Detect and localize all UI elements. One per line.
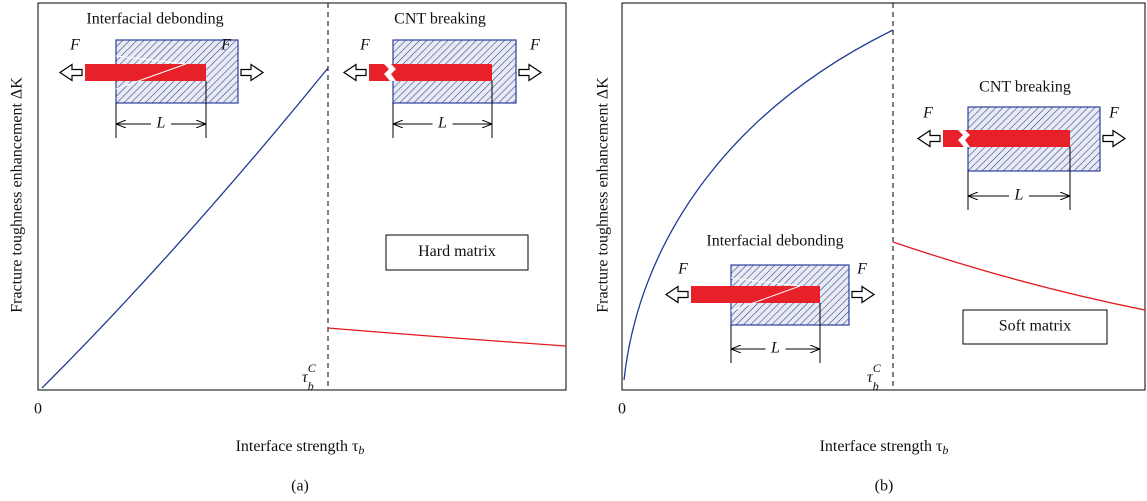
panel-label: (a) xyxy=(291,478,309,495)
force-arrow xyxy=(344,65,366,81)
breaking-curve xyxy=(328,328,566,346)
panel-label: (b) xyxy=(875,478,894,495)
x-axis-label: Interface strength τb xyxy=(820,438,949,457)
inset-title: Interfacial debonding xyxy=(86,11,223,28)
length-label: L xyxy=(156,115,166,132)
force-label: F xyxy=(677,261,688,278)
force-label: F xyxy=(1108,105,1119,122)
threshold-sup: C xyxy=(308,361,317,375)
inset-title: Interfacial debonding xyxy=(706,233,843,250)
matrix-label: Hard matrix xyxy=(418,243,496,260)
x-axis-text: Interface strength τ xyxy=(820,438,943,455)
length-label: L xyxy=(770,340,780,357)
force-arrow xyxy=(918,131,940,147)
debonding-curve xyxy=(42,68,328,388)
y-axis-label: Fracture toughness enhancement ΔK xyxy=(595,77,612,313)
force-arrow xyxy=(852,287,874,303)
force-label: F xyxy=(529,37,540,54)
threshold-sub: b xyxy=(873,379,879,393)
force-arrow xyxy=(60,65,82,81)
force-arrow xyxy=(1103,131,1125,147)
inset-title: CNT breaking xyxy=(394,11,486,28)
force-label: F xyxy=(359,37,370,54)
figure: Fracture toughness enhancement ΔK 0 Interf… xyxy=(0,0,1147,501)
x-axis-label: Interface strength τb xyxy=(236,438,365,457)
force-arrow xyxy=(519,65,541,81)
force-arrow xyxy=(241,65,263,81)
threshold-sup: C xyxy=(873,361,882,375)
x-axis-text: Interface strength τ xyxy=(236,438,359,455)
length-label: L xyxy=(1014,187,1024,204)
origin-label: 0 xyxy=(34,401,42,418)
force-label: F xyxy=(220,37,231,54)
force-label: F xyxy=(922,105,933,122)
threshold-sub: b xyxy=(308,379,314,393)
debonding-curve xyxy=(624,30,893,380)
x-axis-sub: b xyxy=(358,443,364,457)
inset-title: CNT breaking xyxy=(979,79,1071,96)
y-axis-label: Fracture toughness enhancement ΔK xyxy=(9,77,26,313)
cnt-fiber xyxy=(691,286,820,303)
force-label: F xyxy=(856,261,867,278)
matrix-label: Soft matrix xyxy=(999,318,1071,335)
force-arrow xyxy=(666,287,688,303)
length-label: L xyxy=(437,115,447,132)
x-axis-sub: b xyxy=(942,443,948,457)
breaking-curve xyxy=(893,242,1145,310)
force-label: F xyxy=(69,37,80,54)
origin-label: 0 xyxy=(618,401,626,418)
